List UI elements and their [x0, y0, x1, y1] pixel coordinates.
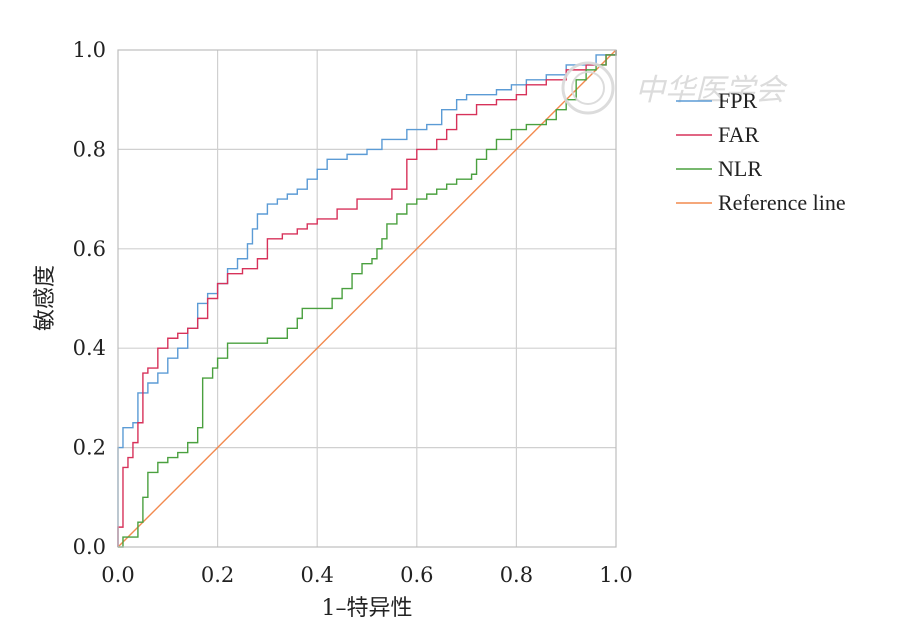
- series-line-reference-line: [117, 49, 617, 548]
- legend-label-nlr: NLR: [718, 156, 762, 181]
- x-tick-label: 1.0: [599, 563, 632, 587]
- series-line-nlr: [118, 50, 617, 548]
- tick-label-layer: 0.0 0.2 0.4 0.6 0.8 1.0 0.0 0.2 0.4 0.6 0.8 1.0: [73, 38, 633, 587]
- y-tick-label: 0.2: [73, 436, 106, 460]
- reference-layer: [117, 49, 617, 548]
- series-line-far: [117, 50, 617, 547]
- y-tick-label: 0.6: [73, 237, 106, 261]
- y-tick-label: 0.8: [73, 137, 106, 161]
- watermark-text: 中华医学会: [635, 73, 788, 108]
- series-layer: [117, 50, 617, 548]
- watermark-seal-inner-icon: [571, 71, 605, 105]
- watermark: 中华医学会: [561, 61, 788, 115]
- x-tick-label: 0.4: [300, 563, 333, 587]
- legend: FPR FAR NLR Reference line: [676, 88, 846, 215]
- x-tick-label: 0.6: [400, 563, 433, 587]
- watermark-seal-icon: [561, 61, 615, 115]
- plot-frame: [117, 49, 617, 548]
- y-tick-label: 0.4: [73, 336, 106, 360]
- y-tick-label: 1.0: [73, 38, 106, 62]
- series-line-fpr: [117, 50, 617, 547]
- legend-label-reference-line: Reference line: [718, 190, 846, 215]
- x-tick-label: 0.2: [201, 563, 234, 587]
- legend-label-far: FAR: [718, 122, 759, 147]
- x-axis-label: 1–特异性: [322, 596, 413, 621]
- legend-label-fpr: FPR: [718, 88, 757, 113]
- y-axis-label: 敏感度: [33, 265, 58, 331]
- y-tick-label: 0.0: [73, 535, 106, 559]
- x-tick-label: 0.0: [101, 563, 134, 587]
- x-tick-label: 0.8: [500, 563, 533, 587]
- grid-layer: [118, 50, 616, 547]
